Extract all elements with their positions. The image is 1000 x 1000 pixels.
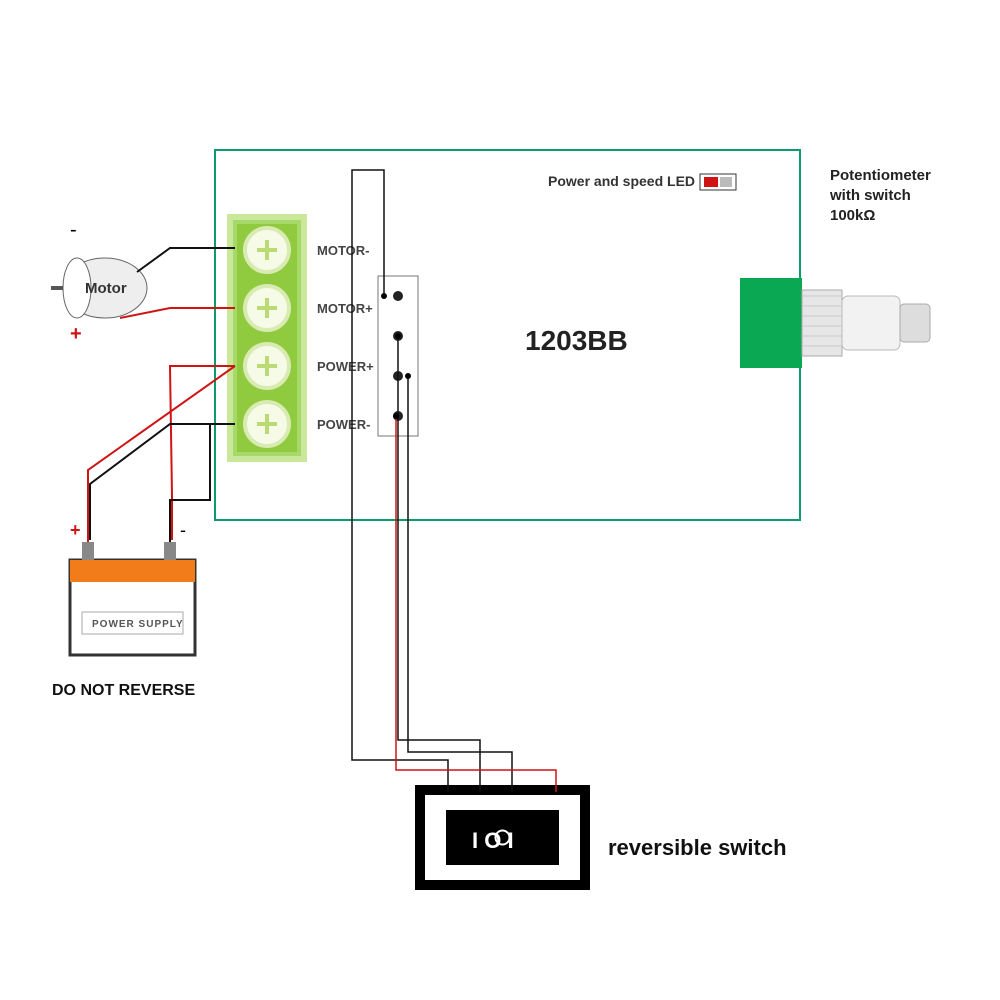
model-number: 1203BB <box>525 325 628 356</box>
switch-label: reversible switch <box>608 835 787 860</box>
pot-base <box>740 278 802 368</box>
motor-label: Motor <box>85 280 127 297</box>
minus-sign: - <box>180 520 186 540</box>
minus-sign: - <box>70 219 77 241</box>
terminal-label: POWER- <box>317 417 370 432</box>
plus-sign: + <box>70 520 81 540</box>
terminal-label: MOTOR- <box>317 243 369 258</box>
pot-label: 100kΩ <box>830 207 875 224</box>
wire <box>88 366 235 542</box>
pot-label: with switch <box>829 187 911 204</box>
led-grey <box>720 177 732 187</box>
pot-label: Potentiometer <box>830 167 931 184</box>
pot-knob[interactable] <box>842 296 900 350</box>
plus-sign: + <box>70 323 82 345</box>
led-label: Power and speed LED <box>548 173 695 189</box>
pot-shaft <box>900 304 930 342</box>
battery-cap <box>70 560 195 582</box>
do-not-reverse-label: DO NOT REVERSE <box>52 682 195 699</box>
battery-terminal <box>164 542 176 560</box>
terminal-label: POWER+ <box>317 359 374 374</box>
led-red <box>704 177 718 187</box>
wire <box>90 424 235 540</box>
battery-label: POWER SUPPLY <box>92 619 184 630</box>
battery-terminal <box>82 542 94 560</box>
header-pin <box>393 291 403 301</box>
terminal-label: MOTOR+ <box>317 301 373 316</box>
